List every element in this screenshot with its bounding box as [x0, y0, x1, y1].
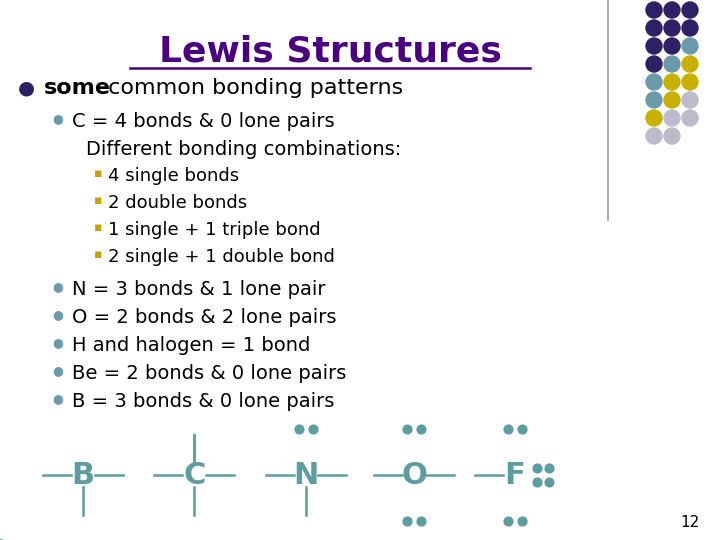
Text: 1 single + 1 triple bond: 1 single + 1 triple bond — [108, 221, 320, 239]
Point — [531, 464, 543, 472]
Circle shape — [682, 20, 698, 36]
Text: ●: ● — [18, 78, 35, 97]
Text: 2 double bonds: 2 double bonds — [108, 194, 247, 212]
Text: F: F — [505, 461, 525, 489]
Circle shape — [664, 92, 680, 108]
Point — [401, 517, 413, 525]
Text: Lewis Structures: Lewis Structures — [158, 35, 501, 69]
Text: Be = 2 bonds & 0 lone pairs: Be = 2 bonds & 0 lone pairs — [72, 364, 346, 383]
Text: N = 3 bonds & 1 lone pair: N = 3 bonds & 1 lone pair — [72, 280, 325, 299]
Circle shape — [664, 56, 680, 72]
Text: O: O — [401, 461, 427, 489]
Point — [401, 424, 413, 433]
Text: ●: ● — [52, 392, 63, 405]
Text: ●: ● — [52, 308, 63, 321]
Text: 12: 12 — [680, 515, 700, 530]
Circle shape — [664, 74, 680, 90]
Text: ▪: ▪ — [94, 221, 102, 234]
Text: N: N — [293, 461, 319, 489]
Circle shape — [682, 56, 698, 72]
Circle shape — [682, 110, 698, 126]
Text: ▪: ▪ — [94, 194, 102, 207]
Text: ●: ● — [52, 336, 63, 349]
Text: some: some — [44, 78, 111, 98]
Circle shape — [646, 110, 662, 126]
Point — [531, 478, 543, 487]
Point — [516, 424, 528, 433]
Point — [293, 424, 305, 433]
Text: common bonding patterns: common bonding patterns — [101, 78, 403, 98]
Point — [502, 517, 513, 525]
Text: ●: ● — [52, 280, 63, 293]
Text: H and halogen = 1 bond: H and halogen = 1 bond — [72, 336, 310, 355]
Point — [543, 464, 554, 472]
Circle shape — [682, 2, 698, 18]
Text: ▪: ▪ — [94, 167, 102, 180]
Circle shape — [664, 20, 680, 36]
Text: 2 single + 1 double bond: 2 single + 1 double bond — [108, 248, 335, 266]
Text: B = 3 bonds & 0 lone pairs: B = 3 bonds & 0 lone pairs — [72, 392, 334, 411]
Point — [543, 478, 554, 487]
Circle shape — [664, 128, 680, 144]
Circle shape — [682, 38, 698, 54]
Circle shape — [664, 110, 680, 126]
Circle shape — [646, 20, 662, 36]
Circle shape — [646, 38, 662, 54]
Point — [415, 424, 427, 433]
Text: ●: ● — [52, 364, 63, 377]
Circle shape — [646, 92, 662, 108]
Text: O = 2 bonds & 2 lone pairs: O = 2 bonds & 2 lone pairs — [72, 308, 336, 327]
Circle shape — [646, 2, 662, 18]
Circle shape — [646, 74, 662, 90]
Text: Different bonding combinations:: Different bonding combinations: — [86, 140, 401, 159]
Circle shape — [646, 56, 662, 72]
Point — [415, 517, 427, 525]
Circle shape — [682, 92, 698, 108]
Text: ●: ● — [52, 112, 63, 125]
Text: B: B — [71, 461, 94, 489]
Text: ▪: ▪ — [94, 248, 102, 261]
Circle shape — [664, 2, 680, 18]
Circle shape — [646, 128, 662, 144]
Point — [502, 424, 513, 433]
Point — [516, 517, 528, 525]
Text: C = 4 bonds & 0 lone pairs: C = 4 bonds & 0 lone pairs — [72, 112, 335, 131]
Text: C: C — [183, 461, 206, 489]
Text: 4 single bonds: 4 single bonds — [108, 167, 239, 185]
Circle shape — [664, 38, 680, 54]
Circle shape — [682, 74, 698, 90]
Point — [307, 424, 319, 433]
